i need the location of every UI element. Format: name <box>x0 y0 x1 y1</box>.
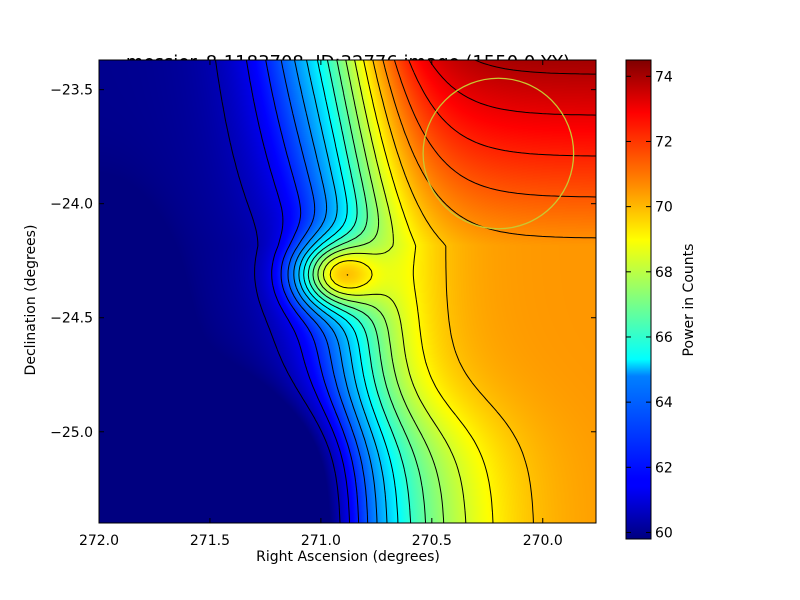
colorbar-tick-label: 68 <box>655 265 673 281</box>
contour-line <box>312 60 427 523</box>
colorbar-tick-label: 66 <box>655 330 673 346</box>
colorbar-label: Power in Counts <box>681 244 697 357</box>
y-axis-label: Declination (degrees) <box>23 225 39 376</box>
contour-lines <box>215 60 596 523</box>
y-axis-ticks: −23.5 −24.0 −24.5 −25.0 <box>50 83 596 441</box>
contour-line <box>382 60 596 239</box>
contour-line <box>408 60 596 157</box>
colorbar-bar <box>625 59 652 540</box>
contour-line <box>293 60 378 523</box>
contour-line <box>303 60 399 523</box>
contour-line <box>215 60 341 523</box>
contour-line <box>322 60 467 523</box>
y-tick-label: −24.5 <box>50 311 93 327</box>
heatmap-image-frame <box>99 60 596 523</box>
contour-line <box>428 60 596 116</box>
colorbar: 60 62 64 66 68 70 72 74 Power in Counts <box>625 59 697 541</box>
colorbar-tick-label: 64 <box>655 395 673 411</box>
contour-line <box>298 60 388 523</box>
beam-circle <box>422 77 575 230</box>
y-tick-label: −25.0 <box>50 425 93 441</box>
x-tick-label: 270.0 <box>523 533 563 549</box>
x-tick-label: 271.5 <box>190 533 230 549</box>
y-tick-label: −23.5 <box>50 83 93 99</box>
contour-line <box>265 60 360 523</box>
colorbar-tick-label: 62 <box>655 460 673 476</box>
heatmap-area <box>98 59 597 524</box>
colorbar-tick-label: 74 <box>655 69 673 85</box>
contour-line <box>346 60 534 523</box>
heatmap-image <box>99 60 596 523</box>
x-tick-label: 270.5 <box>412 533 452 549</box>
colorbar-ticks: 60 62 64 66 68 70 72 74 <box>626 69 673 541</box>
x-axis-ticks: 272.0 271.5 271.0 270.5 270.0 <box>79 60 563 549</box>
colorbar-tick-label: 60 <box>655 525 673 541</box>
y-tick-label: −24.0 <box>50 197 93 213</box>
x-tick-label: 271.0 <box>301 533 341 549</box>
x-axis-label: Right Ascension (degrees) <box>256 549 440 565</box>
colorbar-tick-label: 72 <box>655 134 673 150</box>
contour-line <box>307 60 412 523</box>
contour-line <box>245 60 350 523</box>
contour-line <box>329 60 494 523</box>
x-tick-label: 272.0 <box>79 533 119 549</box>
contour-line <box>317 60 445 523</box>
colorbar-tick-label: 70 <box>655 200 673 216</box>
plot-frame <box>98 59 597 524</box>
